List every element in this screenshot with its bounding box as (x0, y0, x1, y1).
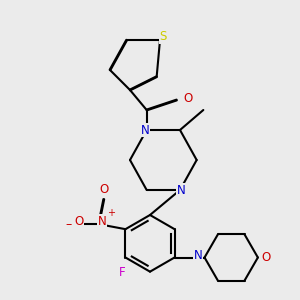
Text: N: N (177, 184, 186, 196)
Text: N: N (141, 124, 149, 136)
Text: F: F (119, 266, 125, 279)
Text: N: N (194, 249, 202, 262)
Text: –: – (66, 218, 72, 231)
Text: O: O (99, 183, 108, 196)
Text: O: O (74, 215, 83, 228)
Text: +: + (107, 208, 116, 218)
Text: O: O (262, 251, 271, 264)
Text: S: S (160, 30, 167, 43)
Text: N: N (98, 215, 106, 228)
Text: O: O (184, 92, 193, 105)
